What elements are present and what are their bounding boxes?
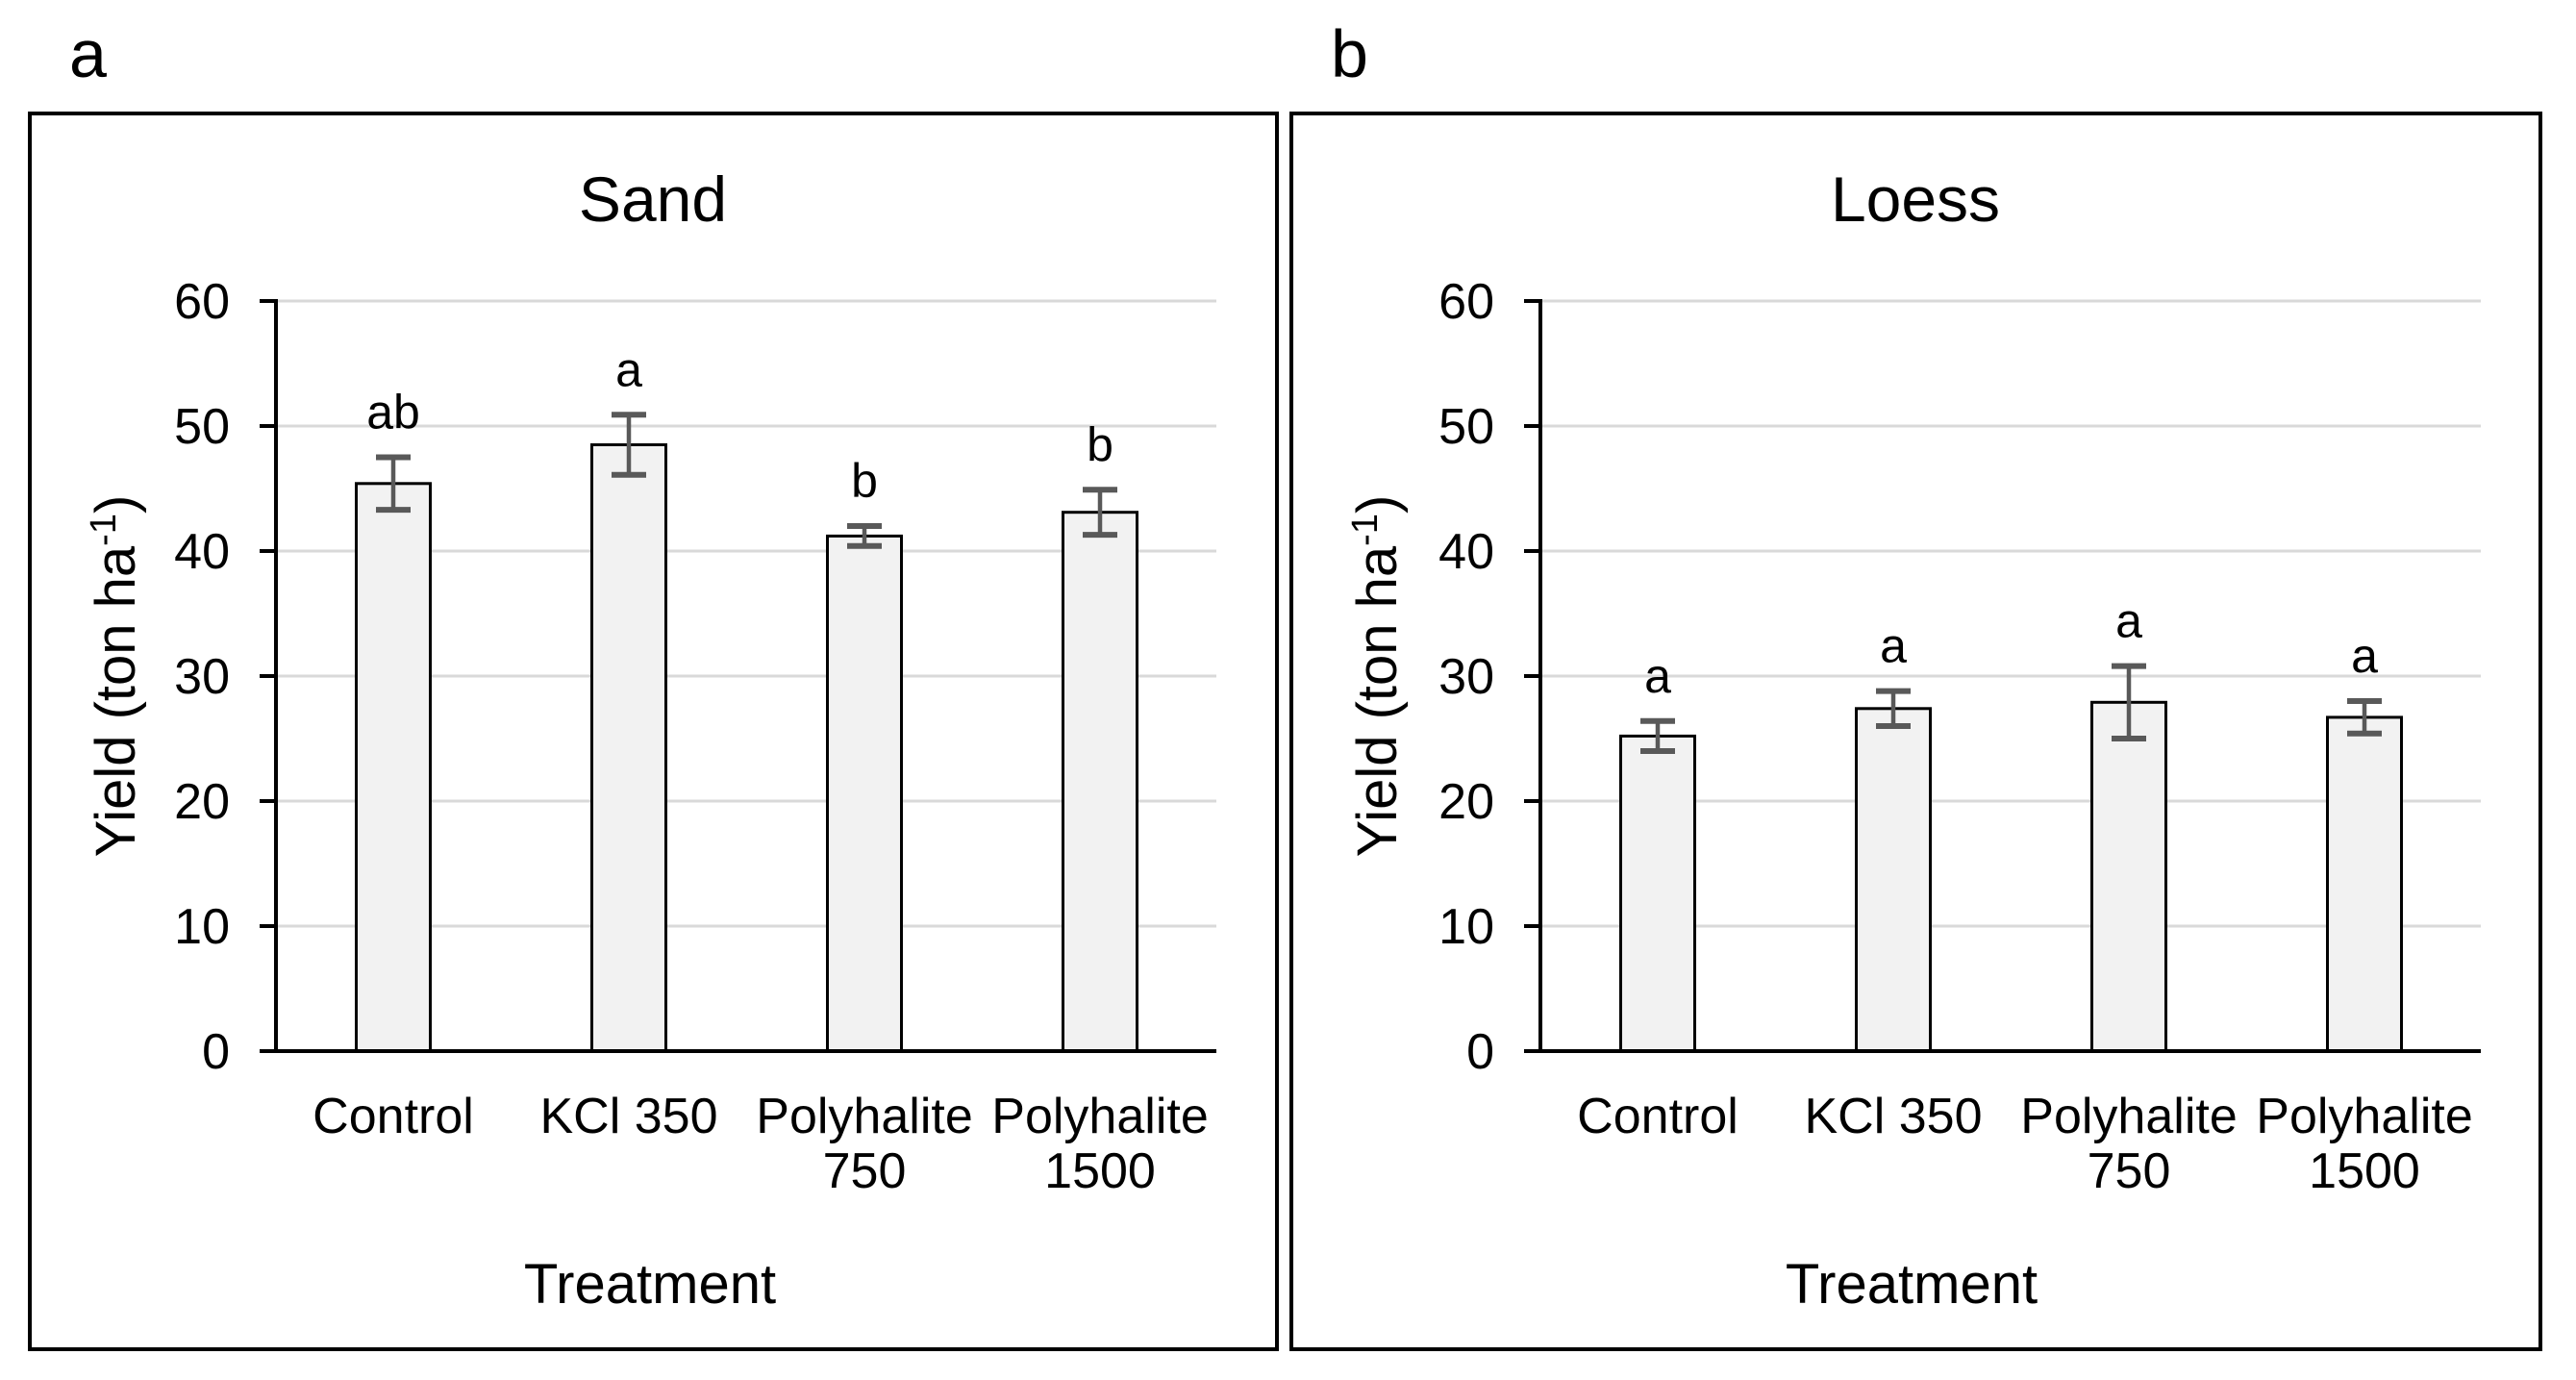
y-tick-label: 30 [174, 649, 230, 705]
error-bar [1876, 688, 1911, 729]
panel-label-b: b [1331, 16, 1368, 91]
bar-control [1619, 734, 1696, 1053]
category-label: 750 [823, 1143, 907, 1199]
sig-letter: a [2351, 629, 2378, 683]
category-label: Polyhalite [756, 1089, 972, 1144]
x-axis-title: Treatment [1786, 1253, 2038, 1316]
category-label: 1500 [1044, 1143, 1156, 1199]
y-tick-label: 20 [174, 774, 230, 830]
bar-polyhalite-750 [826, 534, 903, 1053]
y-tick-label: 60 [174, 274, 230, 330]
y-axis-title: Yield (ton ha-1) [84, 495, 147, 858]
error-bar [847, 523, 882, 549]
y-tick-label: 0 [202, 1024, 230, 1080]
category-label: 1500 [2309, 1143, 2420, 1199]
category-label: KCl 350 [540, 1089, 718, 1144]
y-tick-label: 30 [1438, 649, 1494, 705]
category-label: Polyhalite [2256, 1089, 2472, 1144]
bar-kcl-350 [1855, 707, 1932, 1053]
y-tick-label: 60 [1438, 274, 1494, 330]
x-axis-title: Treatment [524, 1253, 776, 1316]
error-bar [2347, 698, 2382, 737]
y-tick-label: 10 [174, 899, 230, 955]
sig-letter: a [1880, 619, 1907, 673]
bar-polyhalite-1500 [2326, 715, 2403, 1053]
error-bar [2112, 663, 2146, 741]
error-bar [1640, 717, 1675, 754]
y-tick-label: 20 [1438, 774, 1494, 830]
y-tick-label: 0 [1466, 1024, 1494, 1080]
y-tick-label: 50 [1438, 399, 1494, 455]
category-label: Polyhalite [991, 1089, 1208, 1144]
category-label: 750 [2088, 1143, 2171, 1199]
category-label: Control [313, 1089, 474, 1144]
error-bar [376, 454, 411, 514]
bar-kcl-350 [590, 443, 667, 1053]
error-bar [612, 412, 646, 478]
sig-letter: ab [366, 386, 420, 439]
bar-polyhalite-750 [2090, 700, 2167, 1053]
y-axis-title: Yield (ton ha-1) [1345, 495, 1409, 858]
sig-letter: b [851, 454, 878, 508]
y-tick-label: 40 [174, 524, 230, 580]
category-label: KCl 350 [1805, 1089, 1983, 1144]
category-label: Polyhalite [2020, 1089, 2237, 1144]
bar-control [355, 482, 432, 1053]
panel-label-a: a [69, 16, 107, 91]
sig-letter: b [1087, 417, 1113, 471]
bar-polyhalite-1500 [1062, 511, 1138, 1053]
error-bar [1083, 487, 1117, 539]
sig-letter: a [1644, 649, 1671, 703]
sig-letter: a [2115, 594, 2142, 648]
y-tick-label: 10 [1438, 899, 1494, 955]
plot-area-loess: a a a a 0 10 20 30 40 50 60 Control KCl 350 Polyhalit… [1438, 274, 2481, 1199]
y-tick-label: 50 [174, 399, 230, 455]
y-tick-label: 40 [1438, 524, 1494, 580]
chart-title-sand: Sand [579, 163, 727, 235]
sig-letter: a [615, 342, 642, 396]
category-label: Control [1577, 1089, 1738, 1144]
chart-title-loess: Loess [1831, 163, 2000, 235]
